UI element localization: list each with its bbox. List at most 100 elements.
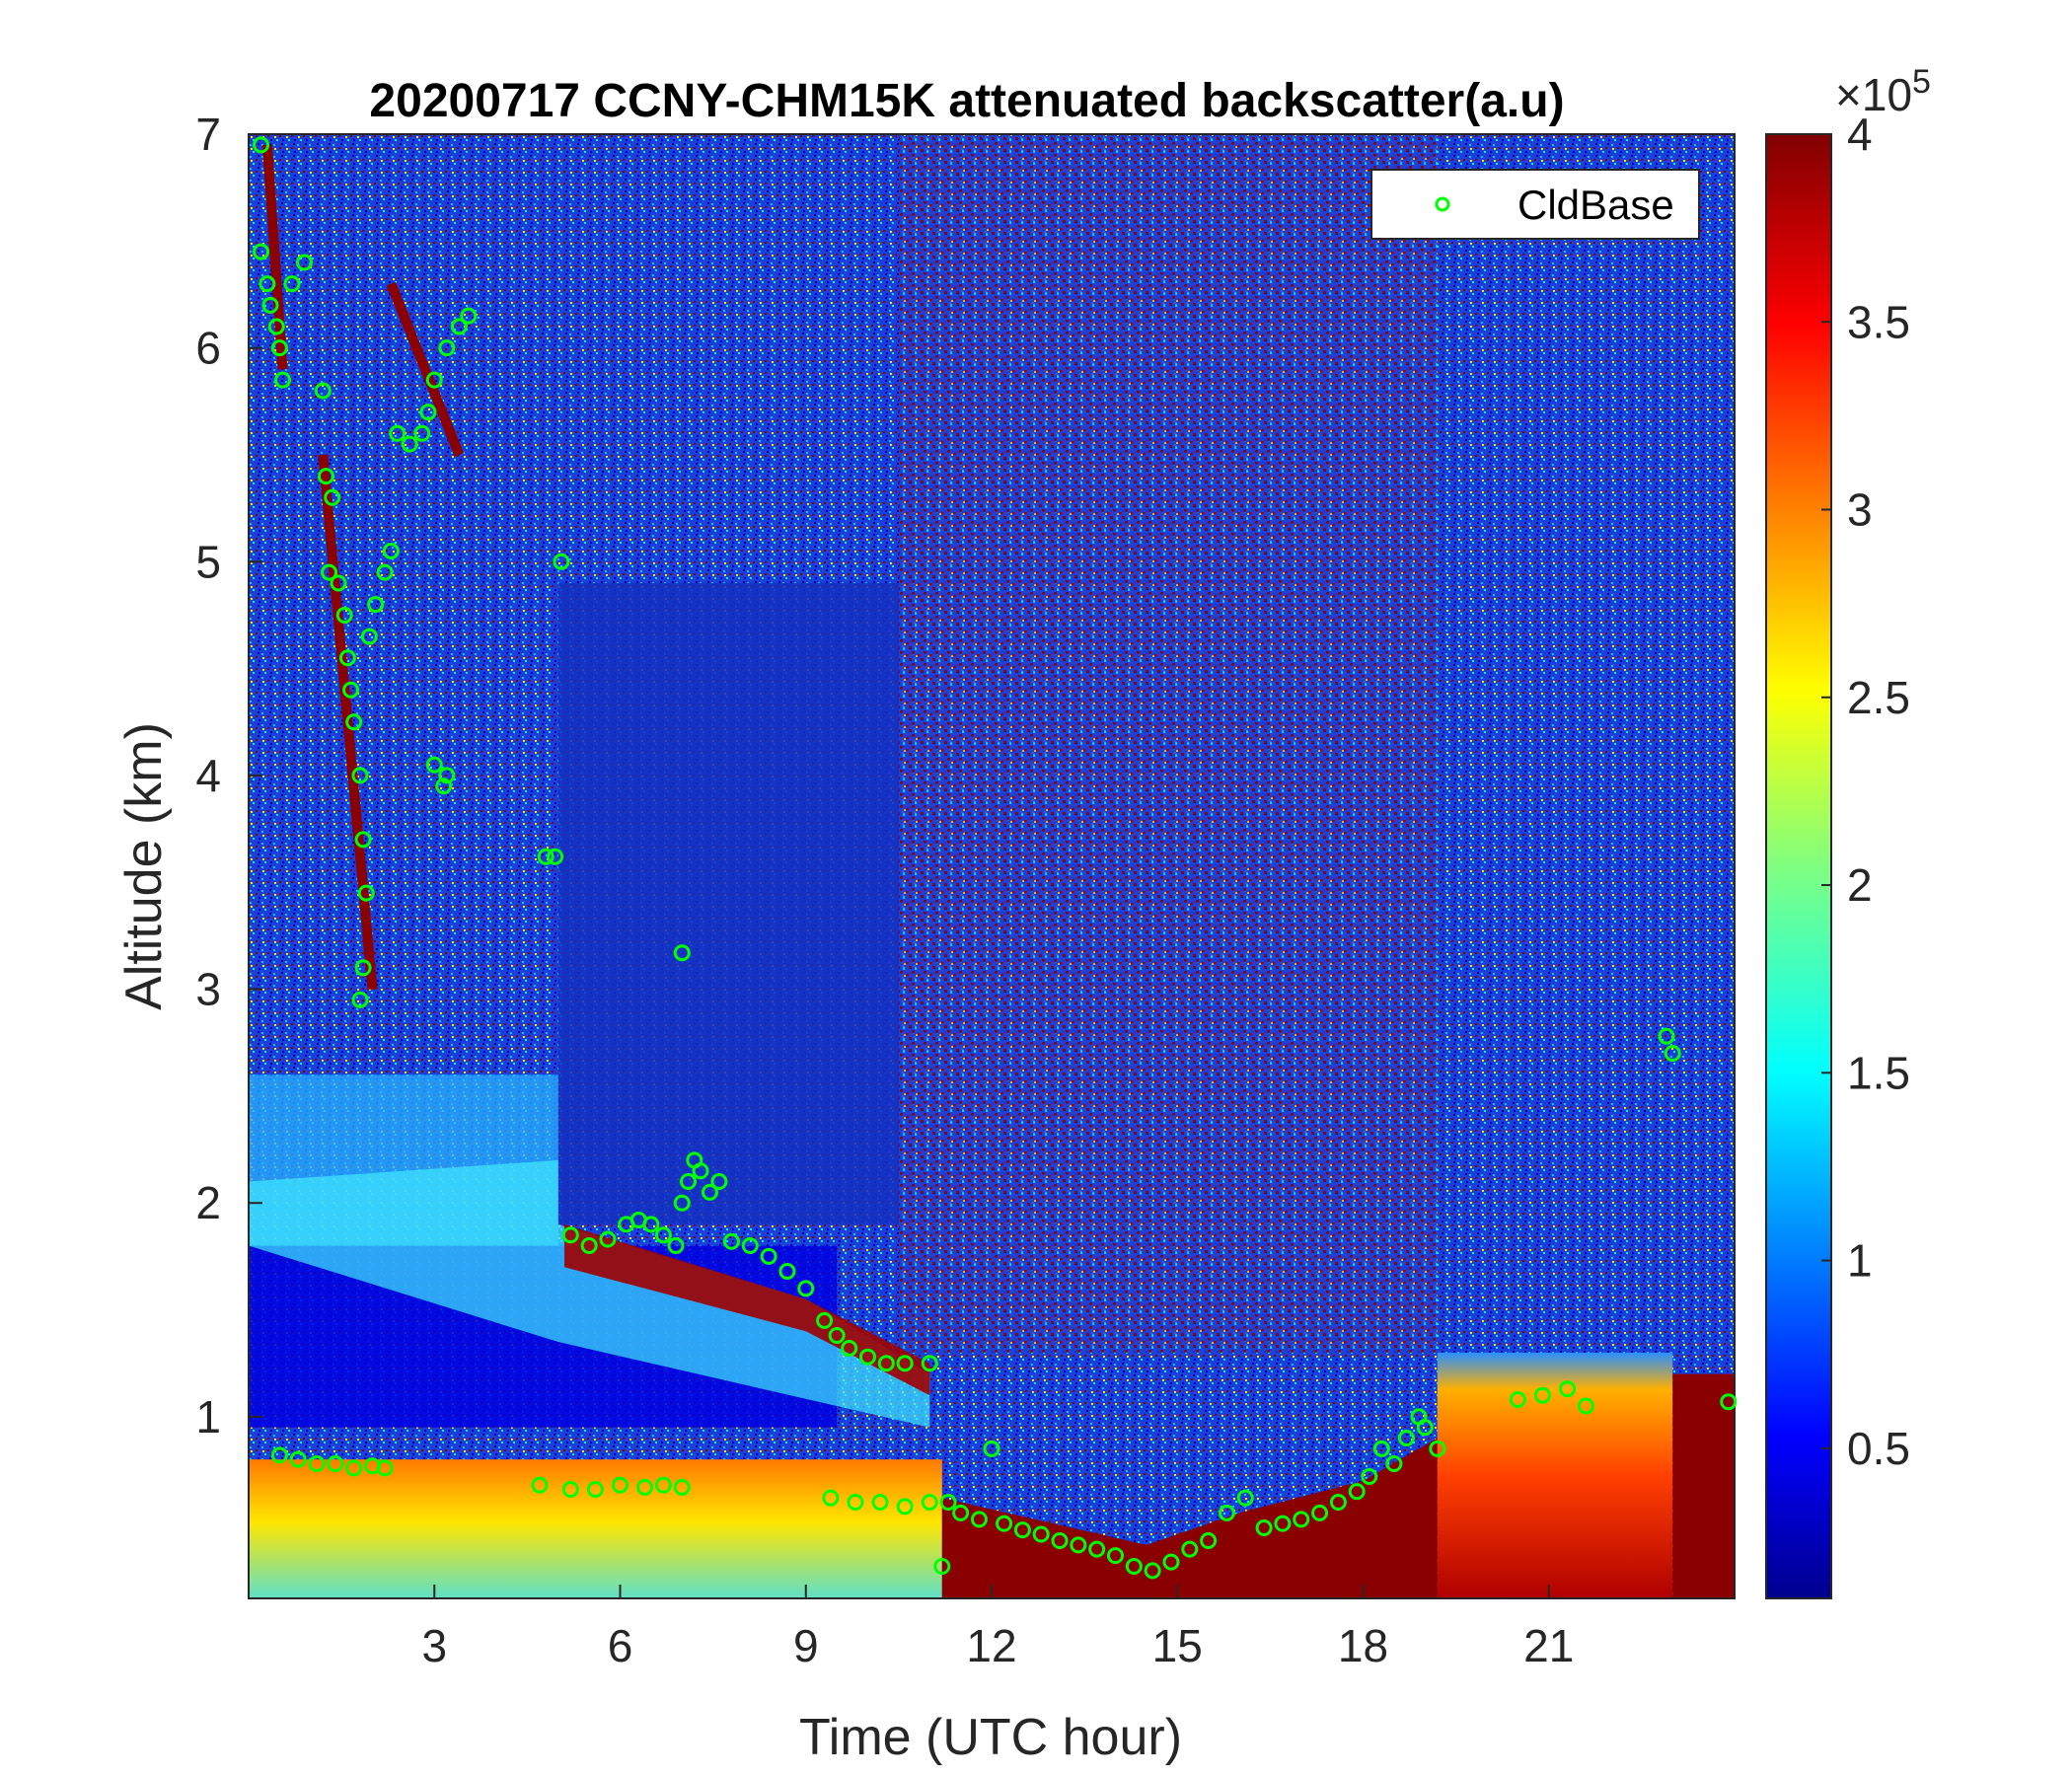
cldbase-point <box>253 243 270 260</box>
colorbar-multiplier: ×105 <box>1835 63 1931 120</box>
cldbase-point <box>673 944 691 962</box>
cldbase-point <box>828 1327 846 1345</box>
cldbase-point <box>970 1511 988 1528</box>
cldbase-point <box>413 424 431 442</box>
cldbase-point <box>1032 1525 1050 1543</box>
cldbase-point <box>327 1455 344 1473</box>
cldbase-point <box>1311 1504 1329 1521</box>
chart-title: 20200717 CCNY-CHM15K attenuated backscat… <box>369 75 1564 127</box>
cldbase-point <box>1051 1532 1069 1550</box>
cldbase-point <box>654 1226 672 1244</box>
cldbase-point <box>354 831 372 849</box>
cldbase-point <box>1329 1494 1347 1512</box>
cldbase-point <box>710 1173 728 1191</box>
colorbar-tick-label: 2 <box>1847 859 1873 911</box>
y-axis-label: Altitude (km) <box>115 722 173 1010</box>
heatmap-ground-layer <box>249 1459 942 1598</box>
cldbase-point <box>419 404 437 421</box>
cldbase-point <box>983 1440 1000 1457</box>
cldbase-point <box>1125 1558 1143 1576</box>
x-tick-label: 12 <box>966 1620 1016 1671</box>
cldbase-point <box>841 1340 858 1358</box>
cldbase-point <box>1255 1519 1273 1537</box>
cldbase-point <box>330 574 347 592</box>
cldbase-point <box>289 1450 307 1468</box>
cldbase-point <box>425 756 443 774</box>
cldbase-point <box>345 1459 363 1477</box>
cldbase-point <box>389 424 407 442</box>
cldbase-point <box>267 318 285 335</box>
cldbase-point <box>253 136 270 154</box>
cldbase-point <box>1218 1504 1235 1521</box>
cldbase-point <box>435 777 453 795</box>
legend-marker <box>1435 196 1450 212</box>
cldbase-point <box>342 681 360 699</box>
colorbar-tick-label: 1.5 <box>1847 1047 1910 1098</box>
cldbase-point <box>816 1311 834 1329</box>
cldbase-point <box>425 371 443 389</box>
cldbase-point <box>1348 1483 1366 1501</box>
cldbase-point <box>1107 1547 1124 1565</box>
cldbase-point <box>438 339 456 357</box>
cldbase-series <box>253 136 1738 1580</box>
y-tick-label: 5 <box>195 536 221 587</box>
cldbase-point <box>1144 1562 1161 1580</box>
cldbase-point <box>896 1355 914 1372</box>
colorbar-tick-label: 3.5 <box>1847 296 1910 347</box>
cldbase-point <box>283 275 301 293</box>
y-tick-label: 4 <box>195 750 221 801</box>
cldbase-point <box>921 1494 938 1512</box>
cldbase-point <box>1385 1455 1403 1473</box>
cldbase-point <box>847 1494 864 1512</box>
cldbase-point <box>376 563 394 581</box>
cldbase-point <box>1559 1380 1577 1398</box>
cldbase-point <box>321 563 338 581</box>
cldbase-point <box>1162 1553 1180 1571</box>
cldbase-point <box>933 1558 951 1576</box>
cldbase-point <box>1070 1536 1087 1554</box>
cldbase-point <box>360 628 378 645</box>
x-tick-label: 15 <box>1152 1620 1203 1671</box>
cldbase-point <box>367 596 385 614</box>
heatmap-cirrus-streak <box>386 281 464 457</box>
cldbase-point <box>952 1504 970 1521</box>
cldbase-point <box>553 553 570 570</box>
cldbase-point <box>1720 1393 1738 1411</box>
cldbase-point <box>450 318 468 335</box>
heatmap-late-layer <box>1672 1373 1735 1598</box>
y-tick-label: 1 <box>195 1391 221 1443</box>
colorbar-tick-label: 2.5 <box>1847 672 1910 723</box>
cldbase-point <box>460 307 478 325</box>
y-tick-label: 3 <box>195 964 221 1015</box>
heatmap-evening-layer <box>1437 1352 1673 1598</box>
cldbase-point <box>1200 1532 1218 1550</box>
cldbase-point <box>1013 1521 1031 1539</box>
heatmap-residual-layer <box>249 1159 930 1428</box>
cldbase-point <box>642 1216 660 1233</box>
cldbase-point <box>996 1515 1013 1532</box>
x-tick-label: 3 <box>421 1620 447 1671</box>
x-tick-label: 9 <box>793 1620 819 1671</box>
cldbase-point <box>1293 1511 1310 1528</box>
cldbase-point <box>351 991 369 1008</box>
y-tick-label: 6 <box>195 323 221 374</box>
cldbase-point <box>822 1489 840 1507</box>
cldbase-point <box>599 1230 617 1248</box>
cldbase-point <box>1577 1397 1594 1415</box>
colorbar-gradient <box>1765 133 1832 1599</box>
cldbase-point <box>314 382 332 400</box>
cldbase-point <box>261 296 279 314</box>
cldbase-point <box>270 1446 288 1464</box>
cldbase-point <box>896 1498 914 1516</box>
cldbase-point <box>1533 1386 1551 1404</box>
legend-box <box>1370 169 1700 240</box>
colorbar-tick-label: 4 <box>1847 109 1873 160</box>
x-tick-label: 6 <box>608 1620 633 1671</box>
colorbar-tick-label: 0.5 <box>1847 1423 1910 1474</box>
cldbase-point <box>1181 1540 1199 1558</box>
cldbase-point <box>259 275 276 293</box>
colorbar: 0.5 1 1.5 2 2.5 3 3.5 4 ×105 <box>1765 63 1931 1599</box>
cldbase-point <box>1416 1419 1434 1437</box>
cldbase-point <box>1429 1440 1446 1457</box>
